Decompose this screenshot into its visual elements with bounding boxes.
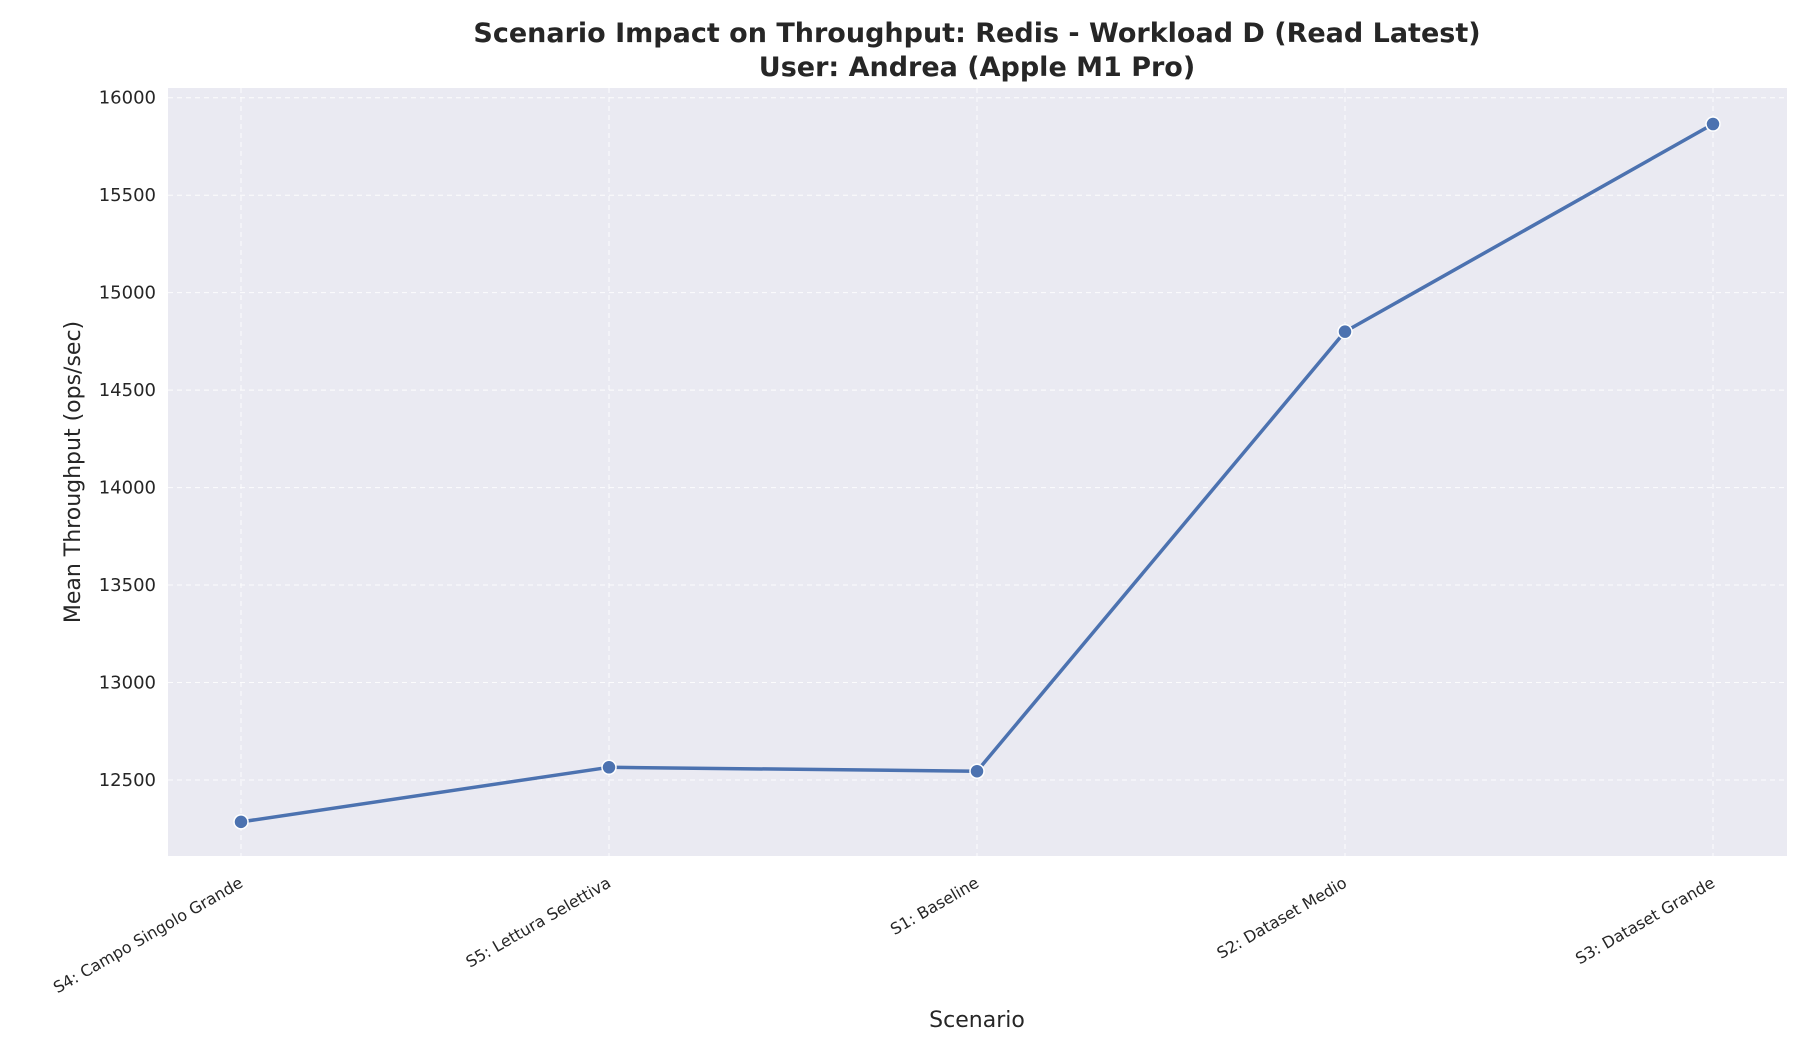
x-tick-label: S5: Lettura Selettiva	[462, 873, 614, 971]
data-points	[233, 116, 1721, 830]
grid	[168, 88, 1787, 856]
x-tick-label: S2: Dataset Medio	[1214, 873, 1350, 963]
chart-subtitle: User: Andrea (Apple M1 Pro)	[759, 52, 1195, 83]
y-tick-label: 15500	[99, 185, 156, 206]
y-axis-label: Mean Throughput (ops/sec)	[61, 321, 86, 623]
x-tick-label: S4: Campo Singolo Grande	[50, 873, 246, 997]
data-point	[233, 814, 249, 830]
chart-title: Scenario Impact on Throughput: Redis - W…	[473, 18, 1480, 49]
y-tick-label: 14000	[99, 478, 156, 499]
x-axis-ticks: S4: Campo Singolo Grande S5: Lettura Sele…	[50, 873, 1718, 997]
data-point	[601, 759, 617, 776]
y-tick-label: 13500	[99, 575, 156, 596]
x-tick-label: S3: Dataset Grande	[1572, 873, 1718, 968]
y-tick-label: 12500	[99, 770, 156, 791]
y-tick-label: 14500	[99, 380, 156, 401]
y-tick-label: 15000	[99, 283, 156, 304]
y-tick-label: 16000	[99, 88, 156, 109]
x-tick-label: S1: Baseline	[887, 873, 982, 939]
y-tick-label: 13000	[99, 673, 156, 694]
y-axis-ticks: 12500 13000 13500 14000 14500 15000 15500 16000	[99, 88, 156, 791]
data-point	[1337, 323, 1353, 340]
data-point	[969, 763, 985, 779]
x-axis-label: Scenario	[929, 1008, 1025, 1033]
data-point	[1705, 116, 1721, 132]
